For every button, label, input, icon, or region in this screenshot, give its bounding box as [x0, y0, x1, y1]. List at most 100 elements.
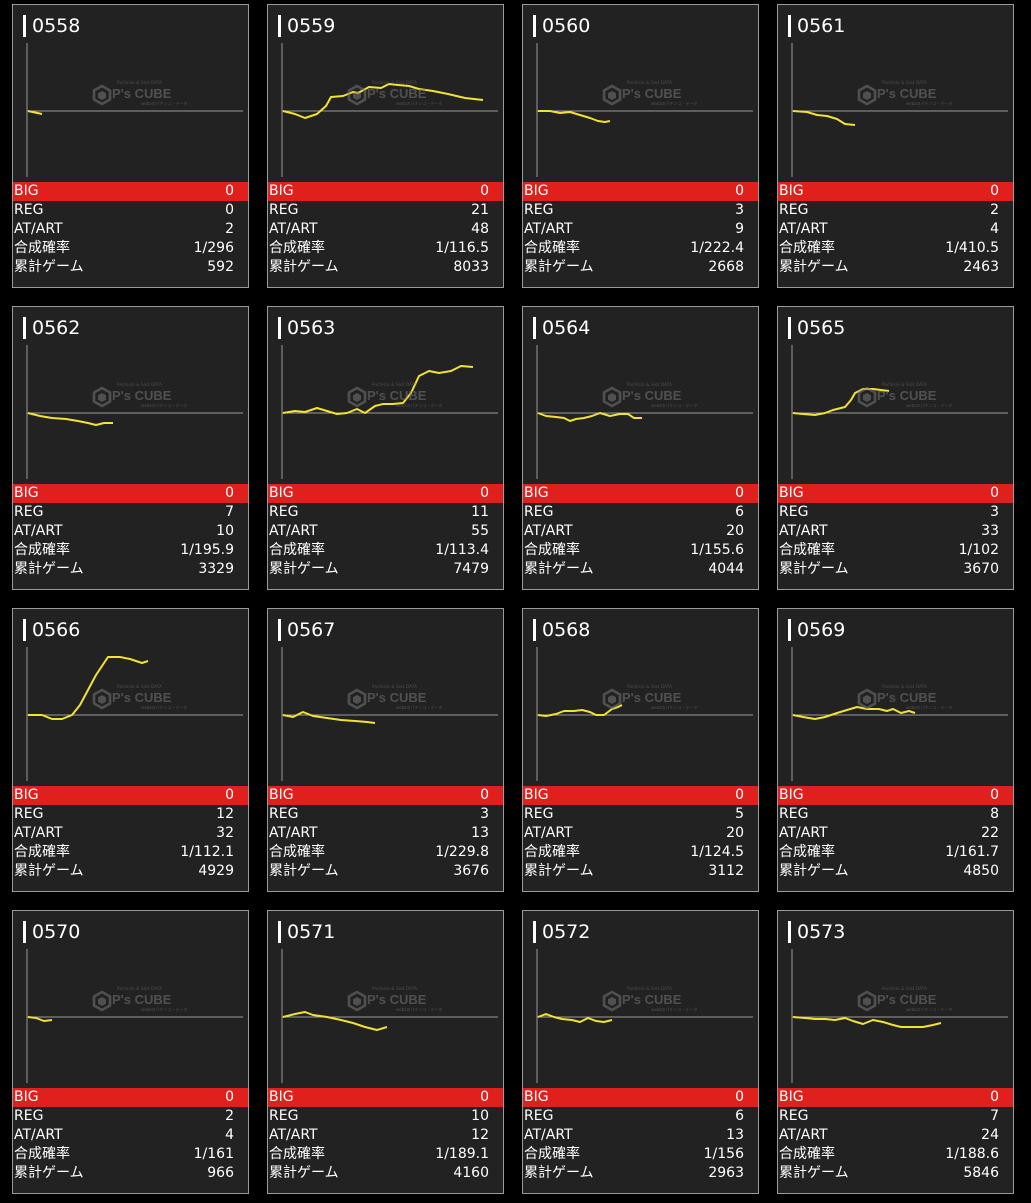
- at-row: AT/ART 4: [13, 1126, 248, 1145]
- prob-row: 合成確率 1/229.8: [268, 843, 503, 862]
- big-label: BIG: [14, 787, 39, 803]
- reg-label: REG: [524, 1108, 554, 1124]
- games-label: 累計ゲーム: [779, 1165, 849, 1181]
- at-value: 20: [726, 825, 744, 841]
- cube-logo-icon: [347, 688, 367, 710]
- machine-card[interactable]: 0565 Pachislo & Slot DATA P's CUBE webzの…: [777, 306, 1014, 590]
- at-label: AT/ART: [14, 1127, 63, 1143]
- at-value: 4: [225, 1127, 234, 1143]
- reg-row: REG 3: [268, 805, 503, 824]
- big-row: BIG 0: [778, 786, 1013, 805]
- watermark-bottom-text: webzのパチンコ・データ: [141, 403, 188, 408]
- graph-svg: [26, 345, 243, 479]
- machine-card[interactable]: 0559 Pachislo & Slot DATA P's CUBE webzの…: [267, 4, 504, 288]
- prob-row: 合成確率 1/124.5: [523, 843, 758, 862]
- big-row: BIG 0: [778, 1088, 1013, 1107]
- games-label: 累計ゲーム: [269, 863, 339, 879]
- big-label: BIG: [524, 183, 549, 199]
- machine-card[interactable]: 0572 Pachislo & Slot DATA P's CUBE webzの…: [522, 910, 759, 1194]
- at-value: 48: [471, 221, 489, 237]
- prob-value: 1/229.8: [435, 844, 489, 860]
- pscube-watermark: Pachislo & Slot DATA P's CUBE webzのパチンコ・…: [346, 684, 442, 714]
- watermark-top-text: Pachislo & Slot DATA: [882, 986, 928, 991]
- prob-label: 合成確率: [524, 1146, 580, 1162]
- reg-value: 3: [480, 806, 489, 822]
- reg-row: REG 0: [13, 201, 248, 220]
- prob-value: 1/195.9: [180, 542, 234, 558]
- cube-logo-icon: [347, 84, 367, 106]
- machine-card[interactable]: 0573 Pachislo & Slot DATA P's CUBE webzの…: [777, 910, 1014, 1194]
- reg-row: REG 21: [268, 201, 503, 220]
- machine-card[interactable]: 0561 Pachislo & Slot DATA P's CUBE webzの…: [777, 4, 1014, 288]
- reg-value: 8: [990, 806, 999, 822]
- prob-value: 1/189.1: [435, 1146, 489, 1162]
- slump-graph: Pachislo & Slot DATA P's CUBE webzのパチンコ・…: [273, 43, 498, 177]
- watermark-brand: P's CUBE: [112, 388, 172, 403]
- machine-number: 0569: [788, 619, 845, 641]
- games-label: 累計ゲーム: [524, 259, 594, 275]
- big-label: BIG: [14, 485, 39, 501]
- stats-table: BIG 0 REG 3 AT/ART 13 合成確率 1/229.8 累計ゲーム…: [268, 786, 503, 881]
- at-label: AT/ART: [269, 221, 318, 237]
- big-row: BIG 0: [778, 182, 1013, 201]
- slump-graph: Pachislo & Slot DATA P's CUBE webzのパチンコ・…: [18, 647, 243, 781]
- games-row: 累計ゲーム 966: [13, 1164, 248, 1183]
- reg-value: 21: [471, 202, 489, 218]
- games-value: 592: [207, 259, 234, 275]
- pscube-watermark: Pachislo & Slot DATA P's CUBE webzのパチンコ・…: [601, 382, 697, 412]
- machine-card[interactable]: 0569 Pachislo & Slot DATA P's CUBE webzの…: [777, 608, 1014, 892]
- graph-svg: [26, 647, 243, 781]
- watermark-top-text: Pachislo & Slot DATA: [627, 684, 673, 689]
- pscube-watermark: Pachislo & Slot DATA P's CUBE webzのパチンコ・…: [856, 684, 952, 714]
- prob-value: 1/102: [958, 542, 999, 558]
- big-label: BIG: [779, 787, 804, 803]
- machine-number: 0565: [788, 317, 845, 339]
- machine-card[interactable]: 0562 Pachislo & Slot DATA P's CUBE webzの…: [12, 306, 249, 590]
- machine-card[interactable]: 0566 Pachislo & Slot DATA P's CUBE webzの…: [12, 608, 249, 892]
- watermark-brand: P's CUBE: [112, 86, 172, 101]
- big-label: BIG: [269, 183, 294, 199]
- pscube-watermark: Pachislo & Slot DATA P's CUBE webzのパチンコ・…: [91, 382, 187, 412]
- reg-row: REG 8: [778, 805, 1013, 824]
- big-value: 0: [480, 787, 489, 803]
- at-label: AT/ART: [779, 1127, 828, 1143]
- at-label: AT/ART: [269, 523, 318, 539]
- cube-logo-icon: [602, 84, 622, 106]
- machine-card[interactable]: 0560 Pachislo & Slot DATA P's CUBE webzの…: [522, 4, 759, 288]
- games-value: 7479: [453, 561, 489, 577]
- machine-number: 0560: [533, 15, 590, 37]
- graph-svg: [26, 43, 243, 177]
- at-row: AT/ART 2: [13, 220, 248, 239]
- at-value: 4: [990, 221, 999, 237]
- prob-row: 合成確率 1/410.5: [778, 239, 1013, 258]
- machine-number: 0573: [788, 921, 845, 943]
- machine-card[interactable]: 0564 Pachislo & Slot DATA P's CUBE webzの…: [522, 306, 759, 590]
- machine-card[interactable]: 0563 Pachislo & Slot DATA P's CUBE webzの…: [267, 306, 504, 590]
- reg-label: REG: [269, 202, 299, 218]
- big-label: BIG: [779, 183, 804, 199]
- at-row: AT/ART 33: [778, 522, 1013, 541]
- slump-graph: Pachislo & Slot DATA P's CUBE webzのパチンコ・…: [783, 43, 1008, 177]
- machine-card[interactable]: 0571 Pachislo & Slot DATA P's CUBE webzの…: [267, 910, 504, 1194]
- at-label: AT/ART: [779, 221, 828, 237]
- graph-svg: [536, 43, 753, 177]
- graph-svg: [791, 345, 1008, 479]
- at-value: 13: [726, 1127, 744, 1143]
- slump-graph: Pachislo & Slot DATA P's CUBE webzのパチンコ・…: [528, 949, 753, 1083]
- watermark-brand: P's CUBE: [622, 992, 682, 1007]
- at-value: 12: [471, 1127, 489, 1143]
- graph-line: [792, 388, 890, 416]
- machine-card[interactable]: 0568 Pachislo & Slot DATA P's CUBE webzの…: [522, 608, 759, 892]
- big-row: BIG 0: [268, 1088, 503, 1107]
- slump-graph: Pachislo & Slot DATA P's CUBE webzのパチンコ・…: [783, 345, 1008, 479]
- big-label: BIG: [524, 787, 549, 803]
- watermark-bottom-text: webzのパチンコ・データ: [906, 705, 953, 710]
- prob-label: 合成確率: [14, 240, 70, 256]
- machine-card[interactable]: 0558 Pachislo & Slot DATA P's CUBE webzの…: [12, 4, 249, 288]
- machine-card[interactable]: 0567 Pachislo & Slot DATA P's CUBE webzの…: [267, 608, 504, 892]
- watermark-brand: P's CUBE: [367, 86, 427, 101]
- stats-table: BIG 0 REG 10 AT/ART 12 合成確率 1/189.1 累計ゲー…: [268, 1088, 503, 1183]
- watermark-bottom-text: webzのパチンコ・データ: [651, 101, 698, 106]
- at-row: AT/ART 10: [13, 522, 248, 541]
- machine-card[interactable]: 0570 Pachislo & Slot DATA P's CUBE webzの…: [12, 910, 249, 1194]
